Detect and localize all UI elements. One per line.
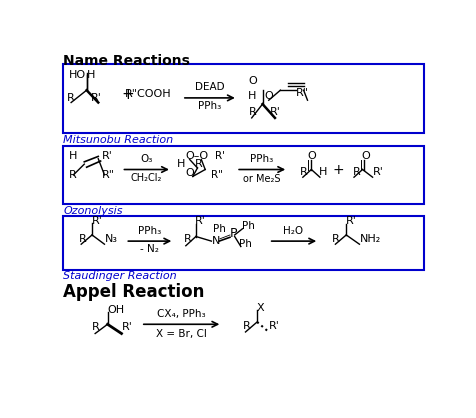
Text: R': R'	[92, 216, 103, 226]
Text: Ph: Ph	[242, 221, 255, 231]
Text: H: H	[319, 167, 327, 177]
Text: NH₂: NH₂	[360, 234, 381, 244]
Text: Ph: Ph	[213, 224, 226, 234]
Text: H: H	[69, 151, 77, 161]
Text: CH₂Cl₂: CH₂Cl₂	[130, 173, 162, 183]
Text: Ph: Ph	[239, 239, 252, 249]
Text: Name Reactions: Name Reactions	[63, 54, 190, 68]
Text: H: H	[177, 159, 186, 169]
Text: R: R	[67, 92, 75, 102]
Text: PPh₃: PPh₃	[138, 226, 161, 236]
Text: Appel Reaction: Appel Reaction	[63, 283, 205, 301]
Text: R': R'	[215, 150, 225, 161]
Text: R: R	[248, 107, 257, 117]
Text: R": R"	[211, 170, 223, 180]
Text: +: +	[333, 163, 344, 176]
Text: R": R"	[102, 170, 115, 180]
Text: PPh₃: PPh₃	[198, 101, 221, 111]
Text: Mitsunobu Reaction: Mitsunobu Reaction	[63, 135, 173, 145]
Bar	[63, 216, 424, 270]
Text: O: O	[264, 92, 273, 101]
Text: O–O: O–O	[185, 150, 208, 161]
Text: X = Br, Cl: X = Br, Cl	[156, 329, 207, 339]
Text: R: R	[79, 234, 87, 244]
Text: R': R'	[102, 151, 113, 161]
Text: R: R	[195, 159, 203, 169]
Bar	[63, 64, 424, 133]
Text: O: O	[362, 151, 370, 161]
Text: OH: OH	[108, 306, 125, 316]
Text: R': R'	[270, 107, 281, 117]
Text: X: X	[257, 303, 265, 313]
Text: CX₄, PPh₃: CX₄, PPh₃	[157, 309, 206, 319]
Text: - N₂: - N₂	[140, 244, 159, 254]
Bar	[63, 146, 424, 204]
Text: R: R	[332, 234, 340, 244]
Text: R: R	[92, 322, 100, 332]
Text: O₃: O₃	[140, 155, 152, 165]
Text: N₃: N₃	[104, 234, 118, 244]
Text: PPh₃: PPh₃	[250, 155, 273, 165]
Text: R": R"	[296, 87, 309, 97]
Text: O: O	[307, 151, 316, 161]
Text: R: R	[184, 234, 191, 244]
Text: R': R'	[269, 321, 279, 331]
Text: N: N	[211, 236, 220, 246]
Text: R': R'	[346, 216, 357, 226]
Text: DEAD: DEAD	[195, 82, 225, 92]
Text: Staudinger Reaction: Staudinger Reaction	[63, 271, 177, 281]
Text: O: O	[248, 76, 258, 86]
Text: +: +	[121, 87, 134, 102]
Text: Ozonolysis: Ozonolysis	[63, 206, 123, 216]
Text: HO: HO	[69, 70, 86, 80]
Text: R: R	[69, 170, 77, 180]
Text: P: P	[230, 227, 238, 240]
Text: H: H	[248, 92, 256, 101]
Text: R': R'	[121, 322, 132, 332]
Text: R': R'	[90, 92, 101, 102]
Text: O: O	[185, 168, 194, 178]
Text: R': R'	[195, 216, 206, 226]
Text: R: R	[300, 167, 307, 177]
Text: R"COOH: R"COOH	[125, 89, 172, 99]
Text: H: H	[87, 70, 95, 80]
Text: or Me₂S: or Me₂S	[243, 174, 280, 184]
Text: H₂O: H₂O	[284, 226, 304, 236]
Text: R: R	[352, 167, 360, 177]
Text: R: R	[242, 321, 250, 331]
Text: R': R'	[373, 167, 384, 177]
